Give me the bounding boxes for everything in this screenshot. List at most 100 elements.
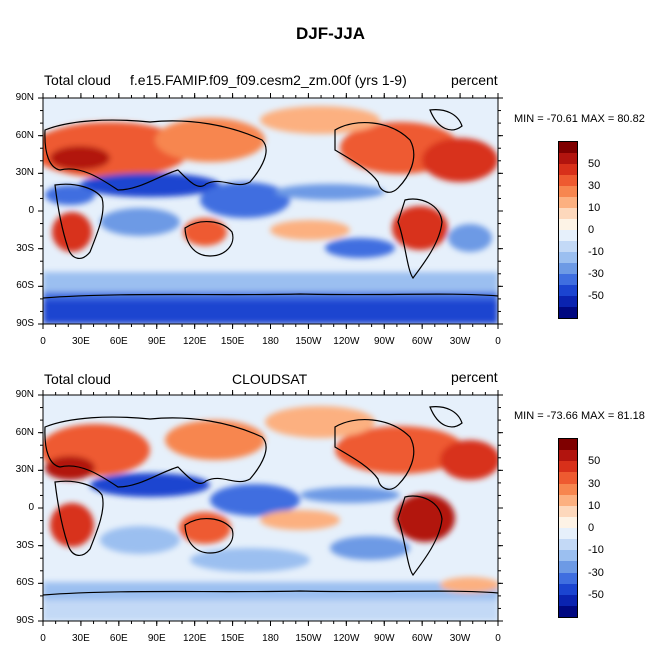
panel2-lon-tick-label: 180 [262, 633, 279, 644]
panel1-colorbar-swatch [559, 307, 577, 318]
panel1-lon-tick-label: 120E [182, 336, 207, 347]
panel2-center-title: CLOUDSAT [232, 371, 308, 387]
panel2-lon-tick-label: 0 [495, 633, 501, 644]
panel1-lat-tick-label: 60S [16, 280, 34, 292]
panel1-colorbar-label: 30 [588, 180, 601, 192]
panel2-colorbar-label: 0 [588, 522, 595, 534]
panel2-colorbar-swatch [559, 450, 577, 462]
panel2-colorbar-swatch [559, 494, 577, 506]
panel1-colorbar-label: 10 [588, 202, 601, 214]
panel1-colorbar-swatch [559, 263, 577, 274]
panel1-lon-tick-label: 150E [220, 336, 245, 347]
panel2-colorbar-swatch [559, 472, 577, 484]
panel1-colorbar-swatch [559, 219, 577, 230]
panel1-colorbar-swatch [559, 252, 577, 263]
panel2-colorbar-label: -10 [588, 544, 604, 557]
panel2-colorbar-label: -50 [588, 588, 604, 601]
panel2-lon-tick-label: 150E [220, 633, 245, 644]
panel2-colorbar-swatch [559, 572, 577, 584]
panel1-lat-tick-label: 30S [16, 242, 34, 254]
panel2-lon-tick-label: 60E [109, 633, 128, 644]
panel2-colorbar-label: 50 [588, 455, 601, 468]
panel2-colorbar-swatch [559, 539, 577, 551]
panel1-coastlines [43, 109, 498, 299]
axis-tick-marks [38, 93, 503, 626]
panel2-lat-tick-label: 30S [16, 539, 34, 551]
panel1-lat-tick-label: 90S [16, 318, 34, 329]
panel2-map [42, 394, 499, 622]
panel1-lon-tick-label: 60E [109, 336, 128, 347]
panel1-colorbar-label: -10 [588, 246, 604, 258]
panel2-colorbar-swatch [559, 439, 577, 451]
panel2-colorbar-swatch [559, 516, 577, 528]
panel1-colorbar-label: 0 [588, 224, 595, 236]
panel1-colorbar-label: -50 [588, 290, 604, 302]
panel1-colorbar-swatch [559, 296, 577, 307]
panel2-lon-tick-label: 60W [411, 633, 433, 644]
panel1-left-title: Total cloud [44, 72, 111, 88]
panel1-colorbar-swatch [559, 153, 577, 164]
panel2-lat-tick-label: 90N [15, 389, 34, 400]
panel2-colorbar [558, 438, 578, 618]
panel2-lon-tick-label: 120W [333, 633, 360, 644]
panel1-lat-tick-label: 0 [28, 205, 34, 216]
panel2-coastlines [43, 406, 498, 596]
panel1-map [42, 97, 499, 325]
panel2-colorbar-swatch [559, 605, 577, 617]
panel2-colorbar-swatch [559, 505, 577, 517]
panel2-lat-tick-label: 60S [16, 577, 34, 589]
panel2-right-title: percent [451, 369, 498, 385]
panel1-colorbar-swatch [559, 164, 577, 175]
panel1-lon-tick-label: 90E [147, 336, 166, 347]
figure-title: DJF-JJA [296, 24, 365, 43]
panel2-lat-tick-label: 60N [15, 426, 34, 438]
panel2-lat-tick-label: 30N [15, 464, 34, 476]
panel2-lat-tick-label: 90S [16, 615, 34, 626]
panel1-colorbar-swatch [559, 274, 577, 285]
panel1-colorbar-swatch [559, 197, 577, 208]
panel1-lon-tick-label: 180 [262, 336, 279, 347]
panel1-lon-tick-label: 30E [72, 336, 90, 347]
panel2-lon-tick-label: 150W [295, 633, 322, 644]
panel2-lon-tick-label: 0 [40, 633, 46, 644]
panel1-colorbar-swatch [559, 142, 577, 153]
panel1-lon-tick-label: 120W [333, 336, 360, 347]
panel1-lon-tick-label: 0 [495, 336, 501, 347]
panel2-minmax-stats: MIN = -73.66 MAX = 81.18 [514, 410, 645, 422]
panel1-lat-tick-label: 60N [15, 129, 34, 141]
panel1-colorbar-swatch [559, 285, 577, 296]
panel2-difference-field [43, 395, 498, 621]
panel2-colorbar-swatch [559, 583, 577, 595]
panel1-lat-tick-label: 90N [15, 92, 34, 103]
panel1-colorbar-label: 50 [588, 158, 601, 170]
panel2-colorbar-label: 10 [588, 499, 601, 512]
panel2-lon-tick-label: 30W [449, 633, 471, 644]
panel2-colorbar-swatch [559, 561, 577, 573]
panel2-colorbar-swatch [559, 550, 577, 562]
panel2-lon-tick-label: 90W [373, 633, 395, 644]
panel2-lat-tick-label: 0 [28, 502, 34, 513]
panel1-colorbar-label: -30 [588, 268, 604, 280]
panel2-colorbar-label: 30 [588, 477, 601, 490]
panel1-colorbar-swatch [559, 175, 577, 186]
panel1-colorbar-swatch [559, 241, 577, 252]
panel2-lon-tick-label: 30E [72, 633, 90, 644]
panel1-lon-tick-label: 60W [411, 336, 433, 347]
panel1-colorbar-swatch [559, 208, 577, 219]
panel1-center-title: f.e15.FAMIP.f09_f09.cesm2_zm.00f (yrs 1-… [130, 72, 407, 88]
panel1-lon-tick-label: 150W [295, 336, 322, 347]
panel2-colorbar-label: -30 [588, 566, 604, 579]
panel1-difference-field [43, 98, 498, 324]
panel1-lon-tick-label: 90W [373, 336, 395, 347]
panel1-colorbar-swatch [559, 230, 577, 241]
panel2-lon-tick-label: 120E [182, 633, 207, 644]
panel1-colorbar-swatch [559, 186, 577, 197]
panel1-lat-tick-label: 30N [15, 167, 34, 179]
panel2-colorbar-swatch [559, 528, 577, 540]
panel1-lon-tick-label: 0 [40, 336, 46, 347]
panel2-lon-tick-label: 90E [147, 633, 166, 644]
panel1-right-title: percent [451, 72, 498, 88]
panel2-left-title: Total cloud [44, 371, 111, 387]
panel1-colorbar [558, 141, 578, 319]
